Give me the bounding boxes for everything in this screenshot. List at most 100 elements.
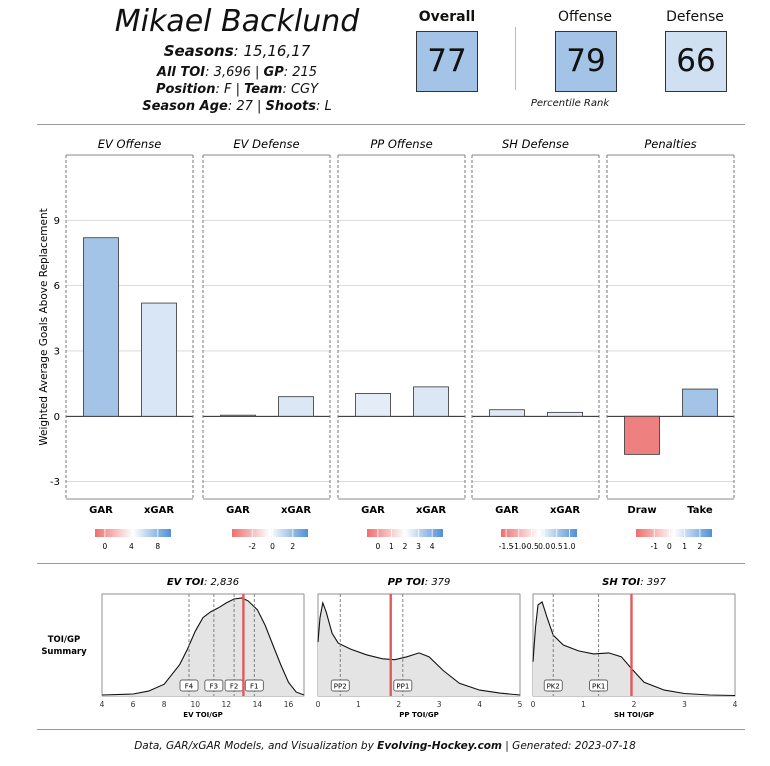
density-area (102, 598, 304, 696)
toi-panel-title-label: EV TOI (167, 577, 204, 588)
panel-title: EV Defense (233, 137, 299, 151)
panel-title: Penalties (644, 137, 696, 151)
position-value: F (223, 82, 232, 97)
x-axis-label: PP TOI/GP (399, 711, 438, 719)
position-line: Position: F | Team: CGY (155, 82, 319, 97)
x-tick-label: 2 (396, 700, 401, 709)
x-tick-label: GAR (226, 505, 250, 516)
panel-title: SH Defense (502, 137, 569, 151)
player-name: Mikael Backlund (114, 4, 360, 39)
overall-rank-label: Overall (418, 9, 476, 25)
footer-text-1: Data, GAR/xGAR Models, and Visualization… (134, 740, 378, 752)
marker-label: PP1 (396, 683, 409, 691)
density-line (532, 601, 736, 697)
panel-title: EV Offense (98, 137, 162, 151)
y-tick-label: -3 (50, 477, 60, 488)
y-axis-label: Weighted Average Goals Above Replacement (38, 208, 50, 446)
marker-label: PK1 (592, 683, 605, 691)
x-tick-label: 16 (284, 700, 294, 709)
legend-gradient (501, 529, 577, 537)
bar-xgar (547, 411, 583, 417)
toi-summary-label-1: TOI/GP (48, 635, 81, 645)
marker-label: F4 (185, 683, 194, 691)
x-tick-label: 2 (632, 700, 637, 709)
x-tick-label: Draw (627, 505, 656, 516)
x-tick-label: xGAR (416, 505, 446, 516)
y-tick-label: 9 (54, 216, 60, 227)
toi-panel-title-value: : 379 (425, 577, 451, 588)
bar-gar (83, 237, 119, 417)
legend-gradient (636, 529, 712, 537)
toi-summary-label-2: Summary (41, 647, 87, 657)
bar-xgar (413, 386, 449, 417)
x-tick-label: Take (687, 505, 713, 516)
marker-box (393, 679, 413, 692)
marker-box (330, 679, 350, 692)
bar-xgar (278, 396, 314, 417)
marker-box (589, 679, 609, 692)
shoots-label: Shoots (265, 99, 316, 114)
marker-box (204, 679, 224, 692)
x-tick-label: 3 (437, 700, 442, 709)
legend-tick-label: 2 (403, 542, 408, 551)
footer-divider (37, 729, 745, 730)
seasons-value: 15,16,17 (243, 42, 311, 60)
x-tick-label: 4 (733, 700, 738, 709)
y-tick-label: 6 (54, 281, 60, 292)
legend-tick-label: -0.5 (524, 542, 539, 551)
position-label: Position (155, 82, 216, 97)
legend-tick-label: 0 (270, 542, 275, 551)
x-tick-label: GAR (361, 505, 385, 516)
marker-box (543, 679, 563, 692)
footer-credit: Data, GAR/xGAR Models, and Visualization… (0, 740, 770, 752)
footer-source: Evolving-Hockey.com (377, 740, 502, 752)
x-tick-label: 4 (477, 700, 482, 709)
defense-rank-label: Defense (666, 9, 724, 25)
toi-panel-title-value: : 397 (640, 577, 666, 588)
legend-tick-label: 4 (129, 542, 134, 551)
x-tick-label: 12 (222, 700, 232, 709)
marker-box (244, 679, 264, 692)
x-axis-label: EV TOI/GP (183, 711, 222, 719)
legend-tick-label: 1 (389, 542, 394, 551)
bar-xgar (141, 302, 177, 417)
shoots-value: L (324, 99, 332, 114)
legend-tick-label: 2 (697, 542, 702, 551)
toi-panel-title-label: SH TOI (602, 577, 640, 588)
gar-chart: Weighted Average Goals Above Replacement… (38, 137, 735, 551)
bar-gar (220, 414, 256, 417)
panel-title: PP Offense (370, 137, 432, 151)
density-line (317, 600, 521, 696)
legend-tick-label: 0 (375, 542, 380, 551)
x-tick-label: 6 (131, 700, 136, 709)
legend-tick-label: 2 (290, 542, 295, 551)
legend-tick-label: 3 (416, 542, 421, 551)
toi-panel-title: PP TOI: 379 (388, 577, 451, 588)
season-age-label: Season Age (142, 99, 228, 114)
y-tick-label: 0 (54, 412, 60, 423)
offense-rank-label: Offense (557, 9, 613, 25)
rank-divider (515, 27, 516, 90)
marker-label: PP2 (334, 683, 347, 691)
team-label: Team (244, 82, 283, 97)
x-tick-label: 0 (316, 700, 321, 709)
legend-gradient (95, 529, 171, 537)
footer-text-2: | Generated: 2023-07-18 (501, 740, 636, 752)
gp-value: 215 (292, 65, 318, 80)
marker-label: F1 (250, 683, 258, 691)
x-tick-label: 3 (682, 700, 687, 709)
marker-box (179, 679, 199, 692)
x-tick-label: xGAR (550, 505, 580, 516)
middle-divider (37, 563, 745, 564)
overall-rank-box: 77 (416, 31, 478, 92)
legend-tick-label: -1.0 (511, 542, 526, 551)
age-line: Season Age: 27 | Shoots: L (142, 99, 332, 114)
legend-tick-label: 4 (430, 542, 435, 551)
toi-panel-title: SH TOI: 397 (602, 577, 666, 588)
bar-gar (355, 393, 391, 417)
x-tick-label: 14 (253, 700, 263, 709)
legend-tick-label: 0.0 (538, 542, 550, 551)
legend-tick-label: -1 (650, 542, 658, 551)
x-axis-label: SH TOI/GP (614, 711, 654, 719)
